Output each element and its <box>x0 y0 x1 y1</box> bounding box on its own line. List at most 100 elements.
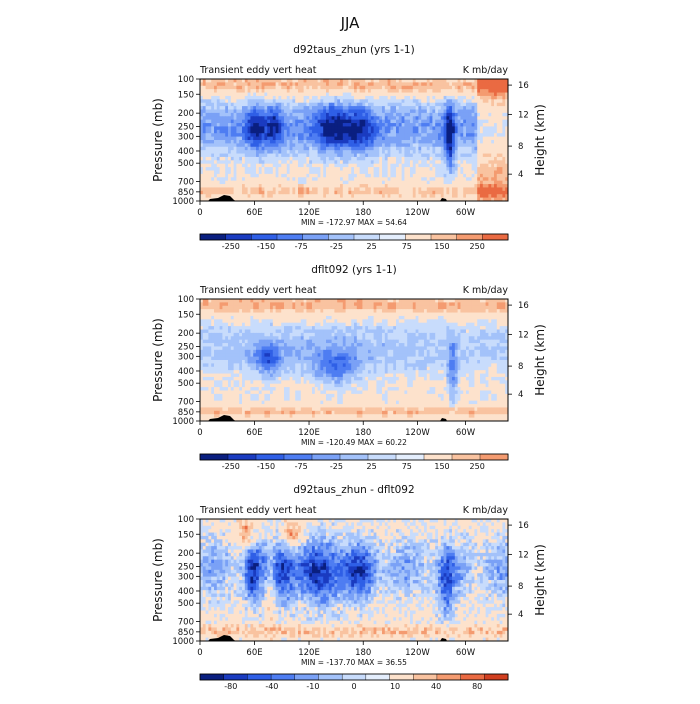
heatmap-cell <box>502 82 505 86</box>
heatmap-cell <box>441 154 444 158</box>
heatmap-cell <box>427 113 430 117</box>
heatmap-cell <box>292 82 295 86</box>
heatmap-cell <box>388 137 391 141</box>
heatmap-cell <box>399 126 402 130</box>
heatmap-cell <box>248 113 251 117</box>
heatmap-cell <box>399 316 402 320</box>
heatmap-cell <box>264 133 267 137</box>
heatmap-cell <box>413 147 416 151</box>
heatmap-cell <box>452 123 455 127</box>
heatmap-cell <box>418 86 421 90</box>
heatmap-cell <box>340 89 343 93</box>
heatmap-cell <box>354 306 357 310</box>
heatmap-cell <box>385 194 388 198</box>
pressure-tick-label: 250 <box>178 123 194 133</box>
colorbar-label: -25 <box>330 242 343 251</box>
heatmap-cell <box>262 309 265 313</box>
heatmap-cell <box>309 299 312 303</box>
heatmap-cell <box>371 143 374 147</box>
heatmap-cell <box>404 154 407 158</box>
heatmap-cell <box>273 309 276 313</box>
heatmap-cell <box>225 181 228 185</box>
heatmap-cell <box>491 123 494 127</box>
heatmap-cell <box>276 99 279 103</box>
heatmap-cell <box>262 167 265 171</box>
heatmap-cell <box>220 326 223 330</box>
heatmap-cell <box>270 174 273 178</box>
heatmap-cell <box>264 89 267 93</box>
heatmap-cell <box>351 171 354 175</box>
heatmap-cell <box>348 116 351 120</box>
heatmap-cell <box>312 82 315 86</box>
heatmap-cell <box>483 96 486 100</box>
heatmap-cell <box>323 184 326 188</box>
heatmap-cell <box>379 157 382 161</box>
heatmap-cell <box>326 187 329 191</box>
heatmap-cell <box>480 194 483 198</box>
heatmap-cell <box>460 194 463 198</box>
heatmap-cell <box>318 160 321 164</box>
heatmap-cell <box>287 137 290 141</box>
heatmap-cell <box>472 313 475 317</box>
heatmap-cell <box>250 86 253 90</box>
heatmap-cell <box>267 299 270 303</box>
heatmap-cell <box>432 187 435 191</box>
heatmap-cell <box>206 150 209 154</box>
heatmap-cell <box>304 306 307 310</box>
heatmap-cell <box>432 86 435 90</box>
heatmap-cell <box>502 191 505 195</box>
heatmap-cell <box>290 160 293 164</box>
heatmap-cell <box>312 93 315 97</box>
heatmap-cell <box>312 316 315 320</box>
heatmap-cell <box>438 113 441 117</box>
heatmap-cell <box>421 140 424 144</box>
heatmap-cell <box>502 96 505 100</box>
heatmap-cell <box>497 187 500 191</box>
heatmap-cell <box>259 174 262 178</box>
heatmap-cell <box>424 116 427 120</box>
heatmap-cell <box>424 93 427 97</box>
heatmap-cell <box>295 93 298 97</box>
heatmap-cell <box>444 93 447 97</box>
heatmap-cell <box>357 309 360 313</box>
colorbar-label: 75 <box>402 242 412 251</box>
heatmap-cell <box>298 174 301 178</box>
heatmap-cell <box>256 110 259 114</box>
heatmap-cell <box>231 113 234 117</box>
heatmap-cell <box>393 171 396 175</box>
heatmap-cell <box>368 302 371 306</box>
heatmap-cell <box>390 313 393 317</box>
heatmap-cell <box>318 93 321 97</box>
heatmap-cell <box>502 316 505 320</box>
heatmap-cell <box>208 130 211 134</box>
heatmap-cell <box>477 319 480 323</box>
heatmap-cell <box>301 86 304 90</box>
heatmap-cell <box>346 93 349 97</box>
heatmap-cell <box>458 140 461 144</box>
heatmap-cell <box>463 96 466 100</box>
heatmap-cell <box>452 137 455 141</box>
heatmap-cell <box>284 113 287 117</box>
heatmap-cell <box>374 126 377 130</box>
heatmap-cell <box>393 191 396 195</box>
heatmap-cell <box>217 96 220 100</box>
heatmap-cell <box>340 164 343 168</box>
heatmap-cell <box>340 323 343 327</box>
heatmap-cell <box>491 171 494 175</box>
heatmap-cell <box>362 133 365 137</box>
colorbar-segment <box>354 234 380 240</box>
heatmap-cell <box>334 313 337 317</box>
heatmap-cell <box>248 306 251 310</box>
heatmap-cell <box>463 93 466 97</box>
heatmap-cell <box>301 133 304 137</box>
heatmap-cell <box>287 191 290 195</box>
heatmap-cell <box>228 103 231 107</box>
heatmap-cell <box>332 174 335 178</box>
heatmap-cell <box>382 299 385 303</box>
heatmap-cell <box>410 130 413 134</box>
heatmap-cell <box>449 110 452 114</box>
heatmap-cell <box>309 306 312 310</box>
heatmap-cell <box>486 160 489 164</box>
heatmap-cell <box>469 126 472 130</box>
heatmap-cell <box>494 184 497 188</box>
